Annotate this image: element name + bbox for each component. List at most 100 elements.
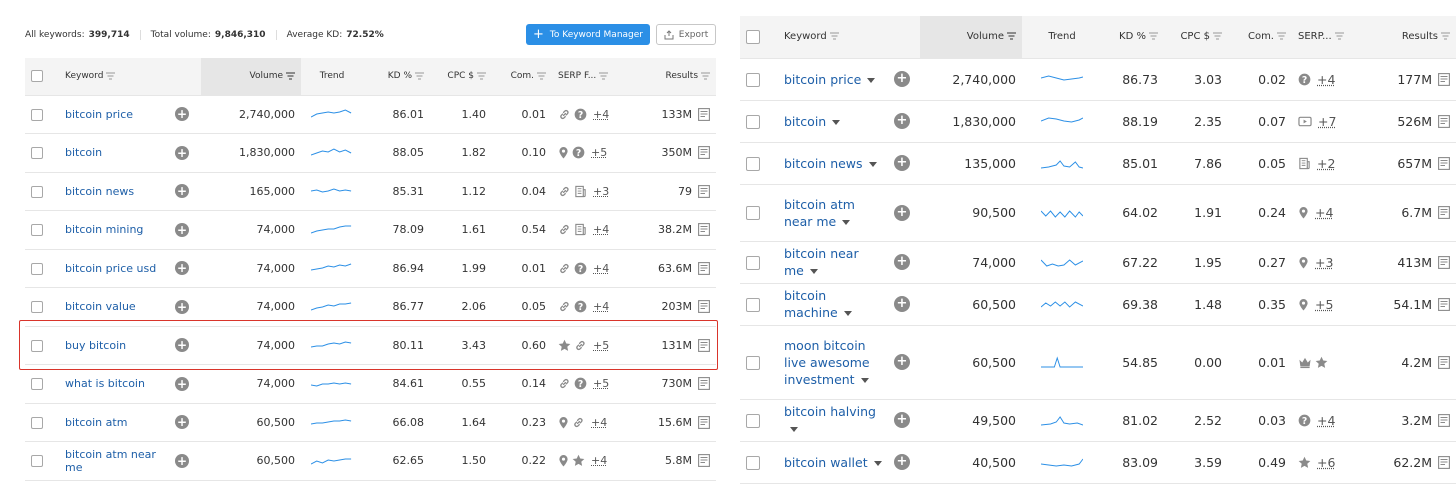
- sort-icon[interactable]: [1007, 32, 1016, 40]
- link-icon[interactable]: [558, 300, 571, 313]
- serp-more-count[interactable]: +4: [593, 107, 610, 121]
- add-to-list-icon[interactable]: +: [894, 204, 910, 221]
- row-checkbox[interactable]: [746, 297, 760, 312]
- keyword-link[interactable]: buy bitcoin: [65, 338, 127, 352]
- question-icon[interactable]: ?: [574, 300, 587, 313]
- question-icon[interactable]: ?: [574, 262, 587, 275]
- serp-features-column-header[interactable]: SERP F...: [552, 58, 637, 96]
- sort-icon[interactable]: [1149, 32, 1158, 40]
- chevron-down-icon[interactable]: [868, 161, 877, 167]
- serp-snapshot-icon[interactable]: [698, 338, 710, 352]
- sort-icon[interactable]: [106, 72, 116, 80]
- row-checkbox[interactable]: [31, 108, 43, 121]
- serp-snapshot-icon[interactable]: [1438, 455, 1450, 469]
- sort-icon[interactable]: [1334, 32, 1344, 40]
- chevron-down-icon[interactable]: [860, 377, 869, 383]
- row-checkbox[interactable]: [31, 416, 43, 429]
- com-column-header[interactable]: Com.: [1228, 16, 1292, 59]
- keyword-link[interactable]: bitcoin news: [65, 184, 135, 198]
- link-icon[interactable]: [572, 416, 585, 429]
- question-icon[interactable]: ?: [1298, 73, 1311, 86]
- news-icon[interactable]: [574, 223, 587, 236]
- sort-icon[interactable]: [537, 72, 547, 80]
- link-icon[interactable]: [558, 108, 571, 121]
- keyword-link[interactable]: what is bitcoin: [65, 377, 145, 391]
- pin-icon[interactable]: [558, 454, 569, 467]
- serp-snapshot-icon[interactable]: [1438, 255, 1450, 269]
- add-to-list-icon[interactable]: +: [894, 354, 910, 371]
- chevron-down-icon[interactable]: [809, 269, 818, 274]
- serp-features-column-header[interactable]: SERP...: [1292, 16, 1365, 59]
- link-icon[interactable]: [574, 339, 587, 352]
- chevron-down-icon[interactable]: [873, 460, 882, 466]
- export-button[interactable]: Export: [656, 24, 716, 45]
- serp-more-count[interactable]: +6: [1317, 454, 1336, 470]
- select-all-checkbox[interactable]: [746, 29, 760, 44]
- sort-icon[interactable]: [1441, 32, 1450, 40]
- row-checkbox[interactable]: [746, 255, 760, 270]
- chevron-down-icon[interactable]: [867, 77, 876, 83]
- row-checkbox[interactable]: [31, 262, 43, 275]
- serp-snapshot-icon[interactable]: [698, 184, 710, 198]
- row-checkbox[interactable]: [31, 224, 43, 237]
- serp-snapshot-icon[interactable]: [1438, 297, 1450, 311]
- row-checkbox[interactable]: [746, 114, 760, 129]
- serp-more-count[interactable]: +5: [1315, 296, 1334, 312]
- serp-snapshot-icon[interactable]: [1438, 413, 1450, 427]
- keyword-link[interactable]: bitcoin wallet: [784, 454, 868, 470]
- serp-snapshot-icon[interactable]: [698, 454, 710, 468]
- keyword-link[interactable]: bitcoin halving: [784, 404, 876, 419]
- row-checkbox[interactable]: [746, 413, 760, 428]
- add-to-list-icon[interactable]: +: [175, 145, 189, 160]
- serp-more-count[interactable]: +4: [591, 415, 608, 429]
- add-to-list-icon[interactable]: +: [175, 453, 189, 468]
- serp-snapshot-icon[interactable]: [698, 415, 710, 429]
- keyword-link[interactable]: bitcoin price usd: [65, 261, 157, 275]
- link-icon[interactable]: [558, 262, 571, 275]
- serp-more-count[interactable]: +4: [1315, 205, 1334, 220]
- question-icon[interactable]: ?: [574, 108, 587, 121]
- keyword-link[interactable]: bitcoin: [784, 113, 827, 129]
- sort-icon[interactable]: [286, 72, 296, 80]
- chevron-down-icon[interactable]: [832, 119, 841, 125]
- add-to-list-icon[interactable]: +: [175, 338, 189, 353]
- volume-column-header[interactable]: Volume: [920, 16, 1022, 59]
- link-icon[interactable]: [558, 223, 571, 236]
- keyword-link[interactable]: moon bitcoin live awesome investment: [784, 337, 870, 387]
- star-icon[interactable]: [572, 454, 585, 467]
- results-column-header[interactable]: Results: [636, 58, 717, 96]
- keyword-link[interactable]: bitcoin news: [784, 155, 863, 171]
- question-icon[interactable]: ?: [1298, 414, 1311, 427]
- serp-snapshot-icon[interactable]: [698, 223, 710, 237]
- serp-more-count[interactable]: +4: [593, 300, 610, 314]
- serp-more-count[interactable]: +5: [593, 338, 610, 352]
- serp-more-count[interactable]: +3: [1315, 254, 1334, 270]
- question-icon[interactable]: ?: [572, 146, 585, 159]
- pin-icon[interactable]: [558, 416, 569, 429]
- pin-icon[interactable]: [1298, 206, 1309, 219]
- to-keyword-manager-button[interactable]: + To Keyword Manager: [526, 24, 650, 45]
- pin-icon[interactable]: [1298, 256, 1309, 269]
- serp-more-count[interactable]: +4: [1317, 412, 1336, 428]
- add-to-list-icon[interactable]: +: [175, 299, 189, 314]
- add-to-list-icon[interactable]: +: [894, 254, 910, 271]
- keyword-link[interactable]: bitcoin atm near me: [65, 447, 156, 474]
- keyword-link[interactable]: bitcoin atm near me: [784, 196, 855, 229]
- star-icon[interactable]: [1315, 356, 1328, 369]
- crown-icon[interactable]: [1298, 356, 1312, 369]
- chevron-down-icon[interactable]: [843, 311, 852, 316]
- sort-icon[interactable]: [829, 32, 839, 40]
- serp-more-count[interactable]: +7: [1318, 113, 1337, 129]
- row-checkbox[interactable]: [746, 455, 760, 470]
- sort-icon[interactable]: [1277, 32, 1286, 40]
- serp-snapshot-icon[interactable]: [1438, 206, 1450, 219]
- serp-snapshot-icon[interactable]: [1438, 355, 1450, 369]
- volume-column-header[interactable]: Volume: [201, 58, 302, 96]
- chevron-down-icon[interactable]: [842, 219, 851, 225]
- serp-snapshot-icon[interactable]: [1438, 114, 1450, 128]
- kd-column-header[interactable]: KD %: [363, 58, 431, 96]
- row-checkbox[interactable]: [31, 185, 43, 198]
- results-column-header[interactable]: Results: [1365, 16, 1456, 59]
- keyword-link[interactable]: bitcoin price: [784, 71, 862, 87]
- serp-snapshot-icon[interactable]: [698, 377, 710, 391]
